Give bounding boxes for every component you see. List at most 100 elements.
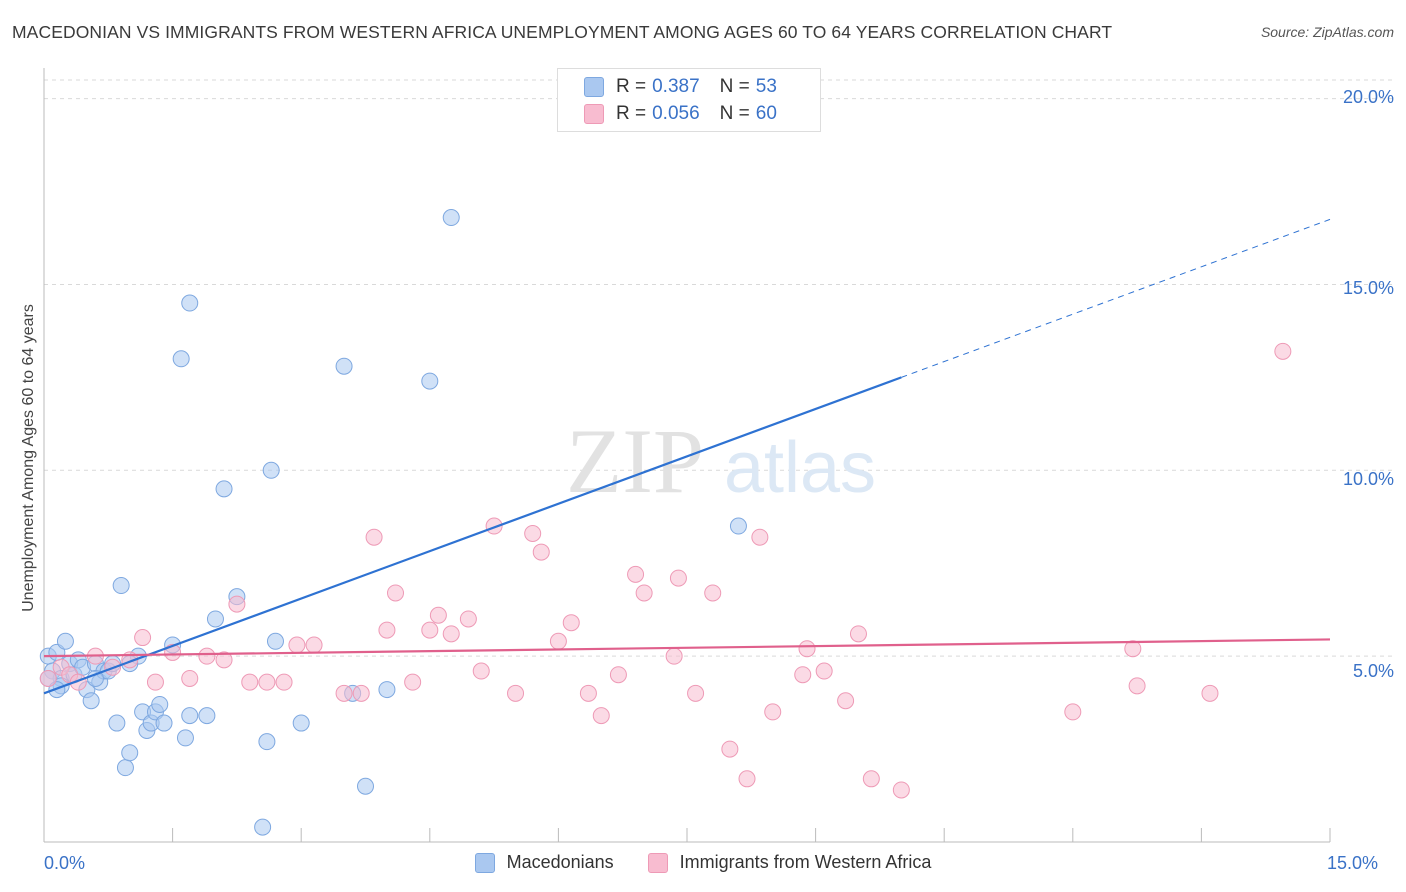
data-point: [721, 740, 739, 758]
data-point: [258, 673, 276, 691]
data-point: [837, 692, 855, 710]
data-point: [215, 651, 233, 669]
data-point: [669, 569, 687, 587]
data-point: [627, 565, 645, 583]
data-point: [241, 673, 259, 691]
legend-r-value: 0.056: [652, 103, 700, 124]
x-tick-label: 15.0%: [1327, 853, 1379, 873]
legend-item-macedonians[interactable]: Macedonians: [474, 852, 614, 873]
y-tick-label: 10.0%: [1342, 469, 1394, 489]
data-point: [258, 733, 276, 751]
data-point: [215, 480, 233, 498]
series-legend: Macedonians Immigrants from Western Afri…: [0, 852, 1406, 873]
data-point: [562, 614, 580, 632]
data-point: [275, 673, 293, 691]
data-point: [335, 357, 353, 375]
data-point: [524, 524, 542, 542]
data-point: [849, 625, 867, 643]
gridlines: [44, 79, 1395, 657]
data-point: [1201, 684, 1219, 702]
data-point: [687, 684, 705, 702]
series-macedonians: [39, 209, 747, 836]
data-point: [729, 517, 747, 535]
data-point: [335, 684, 353, 702]
data-point: [404, 673, 422, 691]
legend-swatch-pink: [584, 104, 604, 124]
data-point: [151, 695, 169, 713]
trend-line-macedonians: [43, 376, 902, 695]
data-point: [176, 729, 194, 747]
data-point: [442, 209, 460, 227]
data-point: [146, 673, 164, 691]
data-point: [442, 625, 460, 643]
legend-swatch-blue: [584, 77, 604, 97]
data-point: [181, 669, 199, 687]
data-point: [378, 681, 396, 699]
data-point: [56, 632, 74, 650]
legend-n-value: 53: [755, 76, 777, 97]
data-point: [665, 647, 683, 665]
axes: [43, 68, 1331, 843]
data-point: [549, 632, 567, 650]
legend-r-value: 0.387: [652, 76, 700, 97]
legend-row-immigrants: R = 0.056 N = 60: [584, 101, 777, 127]
data-point: [798, 640, 816, 658]
data-point: [592, 707, 610, 725]
data-point: [862, 770, 880, 788]
data-point: [228, 595, 246, 613]
chart-title: MACEDONIAN VS IMMIGRANTS FROM WESTERN AF…: [12, 22, 1113, 42]
trend-lines: [43, 218, 1331, 695]
data-point: [365, 528, 383, 546]
legend-label: Macedonians: [506, 852, 614, 872]
source-label: Source: ZipAtlas.com: [1260, 24, 1394, 40]
data-point: [108, 714, 126, 732]
data-point: [1064, 703, 1082, 721]
legend-label: Immigrants from Western Africa: [679, 852, 932, 872]
data-point: [459, 610, 477, 628]
legend-swatch-pink: [647, 852, 668, 873]
watermark-zip: ZIP: [566, 410, 704, 512]
legend-n-value: 60: [755, 103, 777, 124]
data-point: [738, 770, 756, 788]
data-point: [254, 818, 272, 836]
data-point: [1274, 342, 1292, 360]
data-point: [1124, 640, 1142, 658]
data-point: [82, 692, 100, 710]
legend-item-immigrants[interactable]: Immigrants from Western Africa: [647, 852, 932, 873]
data-point: [305, 636, 323, 654]
data-point: [704, 584, 722, 602]
data-point: [579, 684, 597, 702]
watermark-atlas: atlas: [724, 428, 876, 508]
data-point: [288, 636, 306, 654]
data-point: [266, 632, 284, 650]
legend-swatch-blue: [474, 852, 495, 873]
data-point: [751, 528, 769, 546]
data-point: [387, 584, 405, 602]
data-point: [112, 577, 130, 595]
data-point: [472, 662, 490, 680]
legend-row-macedonians: R = 0.387 N = 53: [584, 74, 777, 100]
data-point: [421, 372, 439, 390]
data-point: [357, 777, 374, 795]
y-tick-label: 5.0%: [1352, 661, 1394, 681]
legend-n-label: N =: [719, 103, 750, 124]
data-point: [172, 350, 190, 368]
data-point: [794, 666, 812, 684]
legend-r-label: R =: [616, 76, 647, 97]
data-point: [39, 669, 57, 687]
data-point: [198, 707, 216, 725]
data-point: [181, 294, 199, 312]
data-point: [198, 647, 216, 665]
data-point: [116, 759, 134, 777]
data-point: [507, 684, 525, 702]
data-point: [134, 629, 152, 647]
trend-line-macedonians-extension: [901, 218, 1331, 378]
data-point: [155, 714, 173, 732]
y-tick-label: 15.0%: [1342, 278, 1394, 298]
x-tick-label: 0.0%: [44, 853, 86, 873]
data-point: [892, 781, 910, 799]
y-tick-label: 20.0%: [1342, 87, 1394, 107]
data-point: [121, 744, 139, 762]
data-point: [262, 461, 280, 479]
